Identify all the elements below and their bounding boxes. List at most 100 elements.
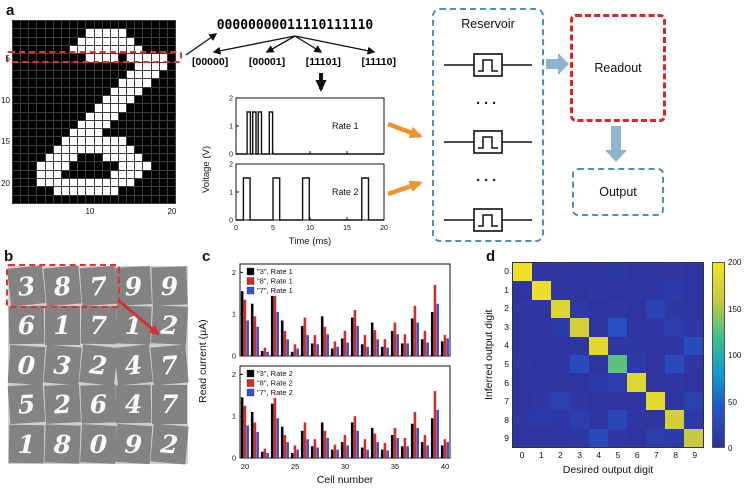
bars-y-tick: 2 — [232, 370, 236, 379]
digit-pixel — [102, 79, 110, 87]
heatmap-cell — [513, 336, 532, 355]
digit-pixel — [37, 104, 45, 112]
mnist-digit: 2 — [150, 423, 189, 465]
digit-pixel — [151, 21, 159, 29]
heatmap-cell — [684, 299, 703, 319]
digit-pixel — [135, 29, 143, 37]
digit-pixel — [29, 112, 37, 120]
heatmap-cell — [665, 263, 684, 282]
digit-pixel — [61, 87, 70, 95]
mnist-digit: 7 — [80, 306, 116, 346]
digit-pixel — [135, 95, 143, 104]
digit-pixel — [78, 29, 86, 37]
read-current-charts: 0 1 2 "3", Rate 1 "8", Rate 1 "7", Rate 1 0 1 2 2… — [212, 258, 456, 481]
digit-pixel — [29, 45, 37, 54]
heatmap-cell — [570, 299, 589, 319]
bar — [403, 437, 407, 458]
digit-pixel — [70, 45, 78, 54]
panel-d-label: d — [486, 248, 496, 265]
heatmap-cell — [570, 428, 589, 447]
bar — [310, 343, 314, 356]
bar — [296, 348, 299, 356]
digit-pixel — [13, 62, 21, 70]
digit-pixel — [13, 87, 21, 95]
digit-pixel — [135, 120, 143, 129]
digit-pixel — [70, 145, 78, 154]
digit-pixel — [151, 154, 159, 162]
digit-pixel — [21, 21, 29, 29]
digit-pixel — [78, 145, 86, 154]
digit-pixel — [135, 112, 143, 120]
digit-pixel — [127, 54, 135, 62]
heatmap-cell — [608, 281, 627, 300]
bar — [353, 416, 357, 458]
voltage-y-tick: 0 — [229, 152, 233, 159]
image-y-tick: 5 — [5, 53, 10, 63]
heatmap-cell — [551, 299, 570, 319]
digit-pixel — [143, 187, 151, 195]
digit-pixel — [45, 21, 53, 29]
digit-pixel — [21, 120, 29, 129]
heatmap-cell — [608, 299, 627, 319]
bar — [426, 342, 429, 356]
legend-entry: "7", Rate 2 — [257, 388, 293, 397]
bar — [423, 435, 427, 458]
digit-pixel — [61, 21, 70, 29]
heatmap-cell — [532, 281, 551, 300]
image-x-tick: 10 — [85, 207, 95, 216]
digit-pixel — [78, 170, 86, 179]
bar — [240, 397, 244, 458]
digit-pixel — [159, 154, 167, 162]
heatmap-cell — [646, 410, 665, 429]
digit-pixel — [37, 137, 45, 145]
legend: "3", Rate 2"8", Rate 2"7", Rate 2 — [244, 368, 300, 398]
heatmap-cell — [532, 391, 551, 411]
digit-pixel — [94, 179, 102, 187]
digit-pixel — [143, 162, 151, 170]
heatmap-cell — [646, 281, 665, 300]
digit-pixel — [118, 79, 127, 87]
digit-pixel — [70, 154, 78, 162]
digit-pixel — [78, 179, 86, 187]
bar — [366, 346, 369, 356]
digit-pixel — [118, 195, 127, 203]
bar — [400, 446, 404, 458]
digit-pixel — [151, 54, 159, 62]
digit-pixel — [143, 62, 151, 70]
digit-pixel — [127, 187, 135, 195]
heatmap-cell — [646, 428, 665, 447]
digit-pixel — [94, 21, 102, 29]
digit-pixel — [13, 45, 21, 54]
digit-pixel — [143, 87, 151, 95]
digit-pixel — [159, 195, 167, 203]
digit-pixel — [29, 95, 37, 104]
heatmap-cell — [646, 299, 665, 319]
digit-pixel — [70, 29, 78, 37]
digit-pixel — [78, 104, 86, 112]
output-label: Output — [599, 185, 637, 199]
colorbar-tick: 150 — [728, 304, 742, 314]
digit-pixel — [37, 145, 45, 154]
heatmap-cell — [608, 318, 627, 337]
heatmap-x-tick: 1 — [538, 450, 544, 460]
bars-y-tick: 1 — [232, 310, 236, 319]
mnist-digit: 1 — [8, 424, 45, 464]
digit-pixel — [70, 104, 78, 112]
bar — [273, 393, 277, 458]
digit-pixel — [102, 195, 110, 203]
digit-pixel — [21, 112, 29, 120]
bar — [390, 435, 394, 458]
bar — [413, 305, 417, 356]
digit-pixel — [53, 179, 61, 187]
digit-pixel — [70, 112, 78, 120]
digit-pixel — [37, 29, 45, 37]
digit-pixel — [78, 37, 86, 45]
digit-pixel — [45, 162, 53, 170]
digit-pixel — [151, 162, 159, 170]
digit-pixel — [94, 70, 102, 79]
bar — [366, 449, 369, 458]
heatmap-cell — [627, 428, 646, 447]
heatmap-cell — [627, 281, 646, 300]
digit-pixel — [21, 187, 29, 195]
bar — [360, 447, 364, 458]
